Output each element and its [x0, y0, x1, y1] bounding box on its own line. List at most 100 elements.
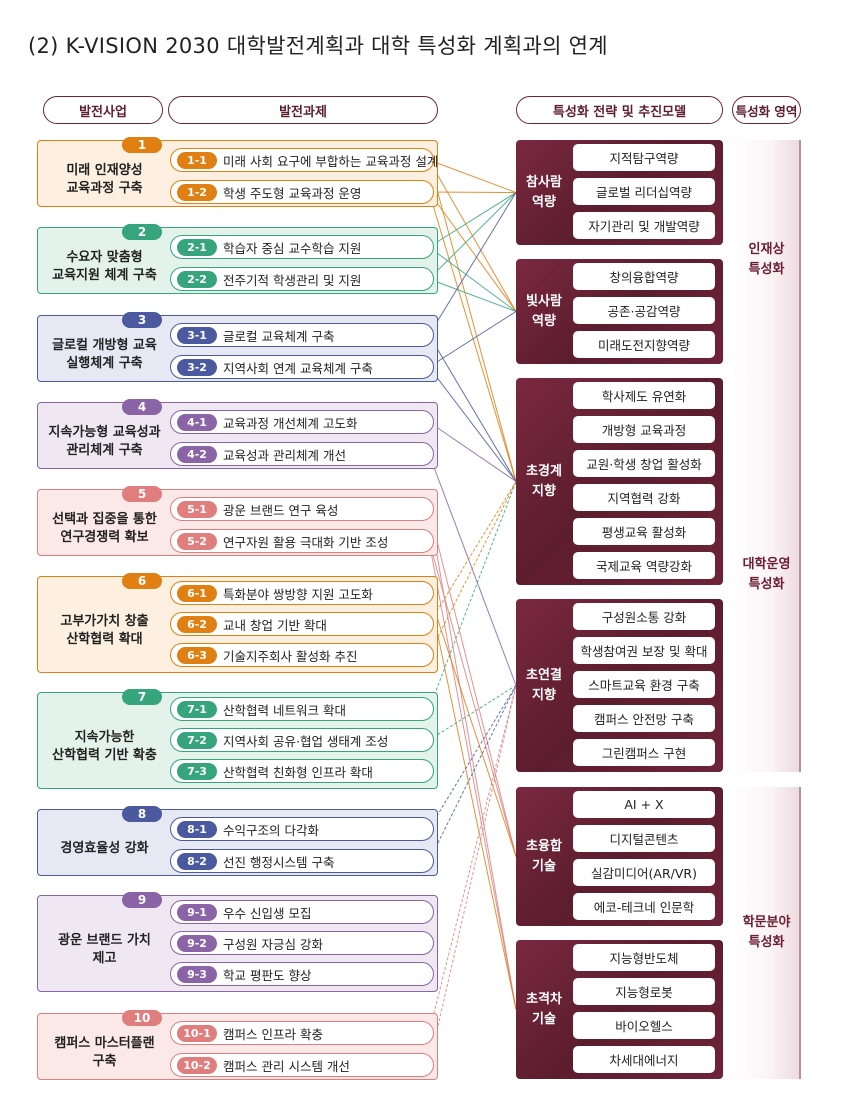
task-label: 학생 주도형 교육과정 운영 — [223, 185, 362, 201]
task-item: 6-3 기술지주회사 활성화 추진 — [170, 643, 434, 667]
strategy-label: 빛사람 역량 — [526, 293, 562, 329]
strategy-item: 국제교육 역량강화 — [573, 552, 715, 579]
strategy-item: 디지털콘텐츠 — [573, 825, 715, 852]
page-title: (2) K-VISION 2030 대학발전계획과 대학 특성화 계획과의 연계 — [28, 34, 608, 58]
connection-line — [428, 685, 517, 1034]
task-id-badge: 5-2 — [177, 532, 217, 550]
project-box: 9 광운 브랜드 가치 제고 9-1 우수 신입생 모집 9-2 구성원 자긍심 강화 9-3… — [37, 892, 438, 992]
connection-line — [428, 453, 517, 686]
connection-line — [428, 481, 517, 710]
task-item: 2-1 학습자 중심 교수학습 지원 — [170, 235, 434, 259]
task-label: 우수 신입생 모집 — [223, 905, 312, 921]
strategy-item: 지적탐구역량 — [573, 144, 715, 171]
strategy-item: 창의융합역량 — [573, 263, 715, 290]
task-id-badge: 8-1 — [177, 820, 217, 838]
task-id-badge: 9-1 — [177, 903, 217, 921]
strategy-label: 참사람 역량 — [526, 174, 562, 210]
project-name: 경영효율성 강화 — [60, 840, 149, 856]
project-number: 7 — [122, 689, 162, 705]
connection-line — [428, 192, 517, 280]
task-id-badge: 3-2 — [177, 358, 217, 376]
project-box: 1 미래 인재양성 교육과정 구축 1-1 미래 사회 요구에 부합하는 교육과정 설계… — [37, 137, 438, 207]
strategy-item: 미래도전지향역량 — [573, 331, 715, 358]
connection-line — [428, 191, 517, 312]
strategy-item: 실감미디어(AR/VR) — [573, 859, 715, 886]
strategy-item: 개방형 교육과정 — [573, 416, 715, 443]
task-id-badge: 2-2 — [177, 270, 217, 288]
task-item: 10-2 캠퍼스 관리 시스템 개선 — [170, 1053, 434, 1077]
task-item: 3-1 글로컬 교육체계 구축 — [170, 323, 434, 347]
task-id-badge: 4-2 — [177, 445, 217, 463]
task-id-badge: 6-3 — [177, 646, 217, 664]
project-number: 2 — [122, 224, 162, 240]
task-id-badge: 6-2 — [177, 615, 217, 633]
task-item: 4-2 교육성과 관리체계 개선 — [170, 442, 434, 466]
connection-line — [428, 481, 517, 625]
task-id-badge: 10-1 — [177, 1024, 217, 1042]
task-item: 7-1 산학협력 네트워크 확대 — [170, 697, 434, 721]
connection-line — [428, 508, 517, 857]
task-id-badge: 5-1 — [177, 500, 217, 518]
header-strategies: 특성화 전략 및 추진모델 — [516, 96, 723, 124]
strategy-label: 초격차 기술 — [526, 991, 562, 1027]
project-box: 5 선택과 집중을 통한 연구경쟁력 확보 5-1 광운 브랜드 연구 육성 5-2 연구자… — [37, 486, 438, 556]
task-label: 전주기적 학생관리 및 지원 — [223, 272, 362, 288]
task-item: 8-2 선진 행정시스템 구축 — [170, 849, 434, 873]
task-item: 4-1 교육과정 개선체계 고도화 — [170, 410, 434, 434]
project-number: 6 — [122, 573, 162, 589]
task-item: 1-1 미래 사회 요구에 부합하는 교육과정 설계 — [170, 148, 438, 172]
header-areas: 특성화 영역 — [732, 96, 801, 124]
connection-line — [428, 192, 517, 248]
task-label: 교육과정 개선체계 고도화 — [223, 415, 358, 431]
task-item: 6-1 특화분야 쌍방향 지원 고도화 — [170, 581, 434, 605]
strategy-item: 에코-테크네 인문학 — [573, 893, 715, 920]
connection-line — [428, 685, 517, 830]
connection-line — [428, 421, 517, 482]
connection-line — [428, 246, 517, 312]
strategy-item: 구성원소통 강화 — [573, 603, 715, 630]
project-name: 글로컬 개방형 교육 실행체계 구축 — [52, 337, 157, 371]
connection-line — [428, 159, 517, 312]
strategy-item: 자기관리 및 개발역량 — [573, 212, 715, 239]
project-name: 지속가능형 교육성과 관리체계 구축 — [48, 424, 161, 458]
task-id-badge: 7-1 — [177, 700, 217, 718]
task-label: 교육성과 관리체계 개선 — [223, 447, 346, 463]
task-label: 캠퍼스 관리 시스템 개선 — [223, 1058, 350, 1074]
project-number: 3 — [122, 312, 162, 328]
task-label: 특화분야 쌍방향 지원 고도화 — [223, 586, 373, 602]
strategy-item: 평생교육 활성화 — [573, 518, 715, 545]
area-box: 인재상 특성화 — [732, 140, 801, 380]
strategy-box: 초격차 기술 지능형반도체 지능형로봇 바이오헬스 차세대에너지 — [516, 940, 723, 1079]
task-item: 9-1 우수 신입생 모집 — [170, 900, 434, 924]
header-projects: 발전사업 — [43, 96, 163, 124]
connection-line — [428, 540, 517, 857]
header-tasks: 발전과제 — [168, 96, 438, 124]
task-label: 산학협력 친화형 인프라 확대 — [223, 764, 373, 780]
task-id-badge: 1-2 — [177, 183, 217, 201]
strategy-item: 그린캠퍼스 구현 — [573, 739, 715, 766]
strategy-item: 차세대에너지 — [573, 1046, 715, 1073]
project-name: 광운 브랜드 가치 제고 — [58, 932, 151, 966]
project-number: 1 — [122, 137, 162, 153]
project-name: 미래 인재양성 교육과정 구축 — [66, 162, 143, 196]
strategy-box: 초융합 기술 AI + X 디지털콘텐츠 실감미디어(AR/VR) 에코-테크네 인문학 — [516, 787, 723, 926]
task-id-badge: 4-1 — [177, 413, 217, 431]
task-item: 9-3 학교 평판도 향상 — [170, 962, 434, 986]
project-name: 캠퍼스 마스터플랜 구축 — [54, 1035, 155, 1069]
connection-line — [428, 192, 517, 336]
task-label: 캠퍼스 인프라 확충 — [223, 1026, 323, 1042]
connection-line — [428, 191, 517, 193]
project-box: 4 지속가능형 교육성과 관리체계 구축 4-1 교육과정 개선체계 고도화 4-2 교육성… — [37, 399, 438, 469]
project-name: 선택과 집중을 통한 연구경쟁력 확보 — [52, 511, 157, 545]
task-item: 7-2 지역사회 공유·협업 생태계 조성 — [170, 728, 434, 752]
area-label: 대학운영 특성화 — [742, 557, 791, 592]
project-number: 10 — [122, 1010, 162, 1026]
connection-line — [428, 592, 517, 1010]
project-box: 7 지속가능한 산학협력 기반 확충 7-1 산학협력 네트워크 확대 7-2 지역사회 공… — [37, 689, 438, 789]
strategy-item: 공존·공감역량 — [573, 297, 715, 324]
connection-line — [428, 685, 517, 1066]
project-name: 지속가능한 산학협력 기반 확충 — [52, 729, 157, 763]
task-id-badge: 9-3 — [177, 965, 217, 983]
strategy-item: 지역협력 강화 — [573, 484, 715, 511]
